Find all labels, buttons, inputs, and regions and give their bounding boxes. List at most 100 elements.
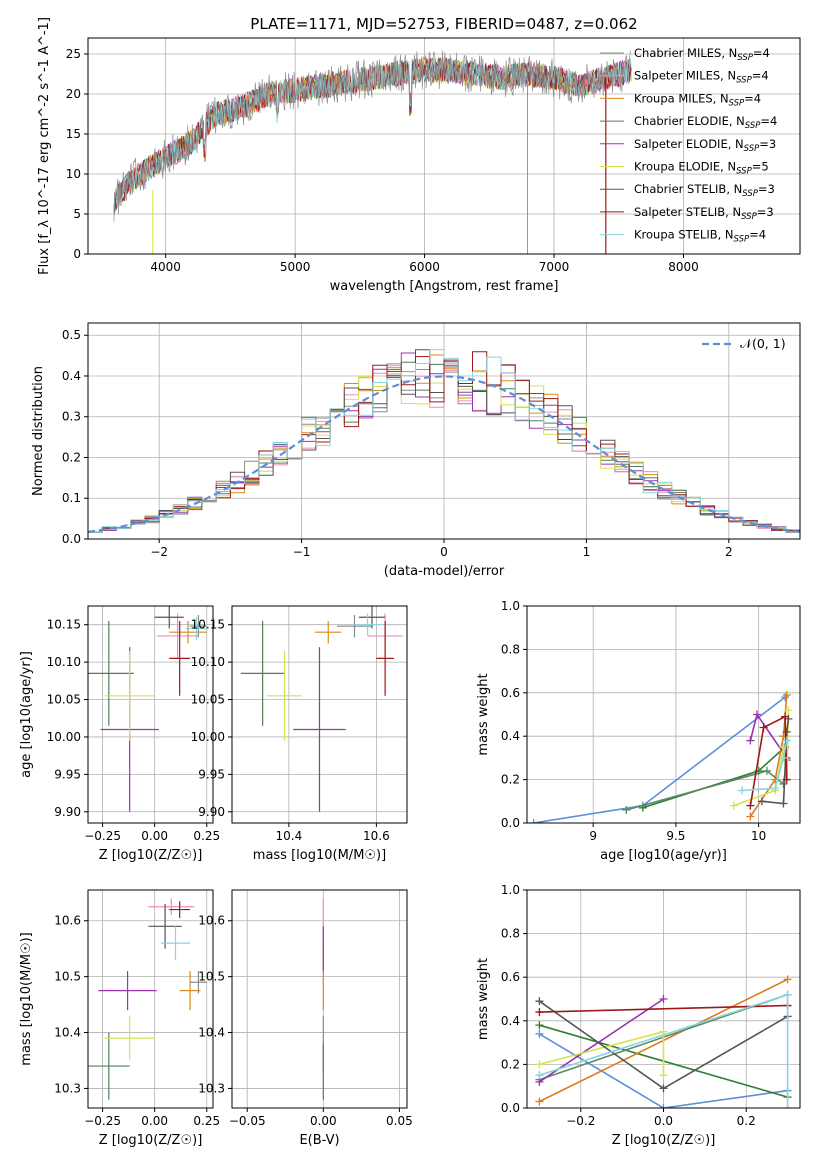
x-tick-label: 9.5 (666, 829, 685, 843)
legend-sub: SSP (744, 144, 760, 154)
x-tick-label: 0.25 (193, 829, 220, 843)
legend-text: Kroupa STELIB, N (634, 228, 734, 242)
y-tick-label: 0.4 (501, 1014, 520, 1028)
panel-spectrum: 4000 5000 6000 7000 8000 0 5 10 15 20 25 wavelength… (37, 17, 801, 294)
legend-label: 𝒩(0, 1) (740, 336, 786, 351)
panel-mass-vs-ebv: −0.05 0.00 0.05 10.3 10.4 10.5 10.6 E(B-V) (198, 889, 413, 1148)
legend-label: Kroupa MILES, NSSP=4 (634, 91, 761, 108)
mass-weight-marker (659, 1071, 668, 1080)
x-tick-label: 0.25 (193, 1114, 220, 1128)
y-tick-label: 0.8 (501, 927, 520, 941)
y-tick-label: 20 (66, 87, 81, 101)
legend-sub: SSP (729, 98, 745, 108)
y-tick-label: 0.1 (62, 491, 81, 505)
y-tick-label: 10.3 (54, 1081, 81, 1095)
mass-weight-marker (782, 775, 791, 784)
x-tick-label: 4000 (150, 260, 181, 274)
legend-label: Kroupa STELIB, NSSP=4 (634, 228, 766, 245)
legend-text: Salpeter STELIB, N (634, 205, 741, 219)
y-tick-label: 1.0 (501, 883, 520, 897)
legend-text: Chabrier MILES, N (634, 46, 737, 60)
y-tick-label: 15 (66, 127, 81, 141)
y-tick-label: 0.6 (501, 686, 520, 700)
axes-frame (87, 889, 214, 1109)
legend-text: Chabrier STELIB, N (634, 182, 742, 196)
mass-weight-marker (659, 995, 668, 1003)
legend-sub: SSP (745, 121, 761, 131)
legend-label: Salpeter MILES, NSSP=4 (634, 69, 769, 86)
gridlines (88, 606, 213, 823)
plot-area (240, 606, 403, 812)
panel-age-vs-z: −0.25 0.00 0.25 9.90 9.95 10.00 10.05 10.10 10.1… (19, 605, 220, 863)
x-tick-label: 2 (725, 545, 733, 559)
y-tick-label: 0.5 (62, 328, 81, 342)
y-tick-label: 9.95 (198, 767, 225, 781)
y-tick-label: 0.2 (501, 1057, 520, 1071)
plot-area (113, 50, 632, 254)
panel-residual-hist: −2 −1 0 1 2 0.0 0.1 0.2 0.3 0.4 0.5 (data-model)/er… (31, 322, 801, 579)
mass-weight-marker (771, 784, 780, 793)
legend-sub: SSP (734, 235, 750, 245)
y-tick-label: 9.90 (198, 805, 225, 819)
legend: 𝒩(0, 1) (702, 336, 786, 351)
mass-weight-marker (762, 766, 771, 775)
x-axis-label: mass [log10(M/M☉)] (253, 848, 386, 863)
y-tick-label: 0.4 (62, 369, 81, 383)
x-tick-label: 5000 (280, 260, 311, 274)
y-tick-label: 10.00 (47, 730, 81, 744)
plot-area (88, 349, 800, 533)
mass-weight-marker (783, 990, 792, 999)
legend-text: =4 (760, 114, 777, 128)
x-tick-label: −0.05 (229, 1114, 266, 1128)
legend-sub: SSP (741, 212, 757, 222)
x-tick-label: 7000 (539, 260, 570, 274)
legend-label: Chabrier STELIB, NSSP=3 (634, 182, 775, 199)
mass-weight-marker (738, 786, 747, 795)
mass-weight-line (742, 740, 788, 792)
y-tick-label: 25 (66, 47, 81, 61)
axes-frame (87, 322, 801, 540)
y-tick-label: 0.2 (501, 773, 520, 787)
y-tick-label: 10.4 (54, 1026, 81, 1040)
x-axis-label: Z [log10(Z/Z☉)] (612, 1133, 716, 1148)
mass-weight-marker (746, 801, 755, 810)
mass-weight-marker (659, 1104, 668, 1108)
y-tick-label: 10.00 (191, 730, 225, 744)
plot-area (88, 606, 207, 812)
legend-text: =4 (749, 228, 766, 242)
mass-weight-marker (783, 975, 792, 984)
mass-weight-marker (779, 799, 788, 808)
gridlines (232, 606, 407, 823)
mass-weight-marker (535, 1060, 544, 1069)
mass-weight-marker (781, 712, 790, 721)
axes-frame (526, 889, 801, 1109)
y-tick-label: 10.10 (47, 655, 81, 669)
x-tick-label: −1 (293, 545, 311, 559)
y-tick-label: 10 (66, 167, 81, 181)
x-axis-label: wavelength [Angstrom, rest frame] (330, 279, 559, 294)
mass-weight-marker (779, 753, 788, 762)
x-tick-label: 0.0 (654, 1114, 673, 1128)
y-axis-label: Normed distribution (31, 366, 46, 496)
axes-frame (87, 37, 801, 255)
x-tick-label: 0 (440, 545, 448, 559)
x-tick-label: 8000 (668, 260, 699, 274)
x-axis-label: age [log10(age/yr)] (600, 848, 727, 863)
legend-label: Salpeter STELIB, NSSP=3 (634, 205, 774, 222)
x-tick-label: 10 (751, 829, 766, 843)
legend-text: =4 (752, 69, 769, 83)
y-axis-label: mass [log10(M/M☉)] (19, 932, 34, 1065)
y-tick-label: 10.6 (54, 914, 81, 928)
y-tick-label: 5 (73, 207, 81, 221)
y-tick-label: 0.0 (501, 1101, 520, 1115)
spectrum-line-0 (113, 50, 632, 222)
panel-age-vs-mass: 10.4 10.6 9.90 9.95 10.00 10.05 10.10 10.15 mass… (191, 605, 408, 863)
figure-title: PLATE=1171, MJD=52753, FIBERID=0487, z=0… (250, 15, 637, 33)
plot-area (88, 898, 207, 1100)
y-tick-label: 0.2 (62, 450, 81, 464)
legend-text: Chabrier ELODIE, N (634, 114, 745, 128)
legend-text: Kroupa ELODIE, N (634, 160, 736, 174)
y-axis-label: Flux [f_λ 10^-17 erg cm^-2 s^-1 A^-1] (37, 17, 52, 275)
mass-weight-marker (659, 1084, 668, 1093)
